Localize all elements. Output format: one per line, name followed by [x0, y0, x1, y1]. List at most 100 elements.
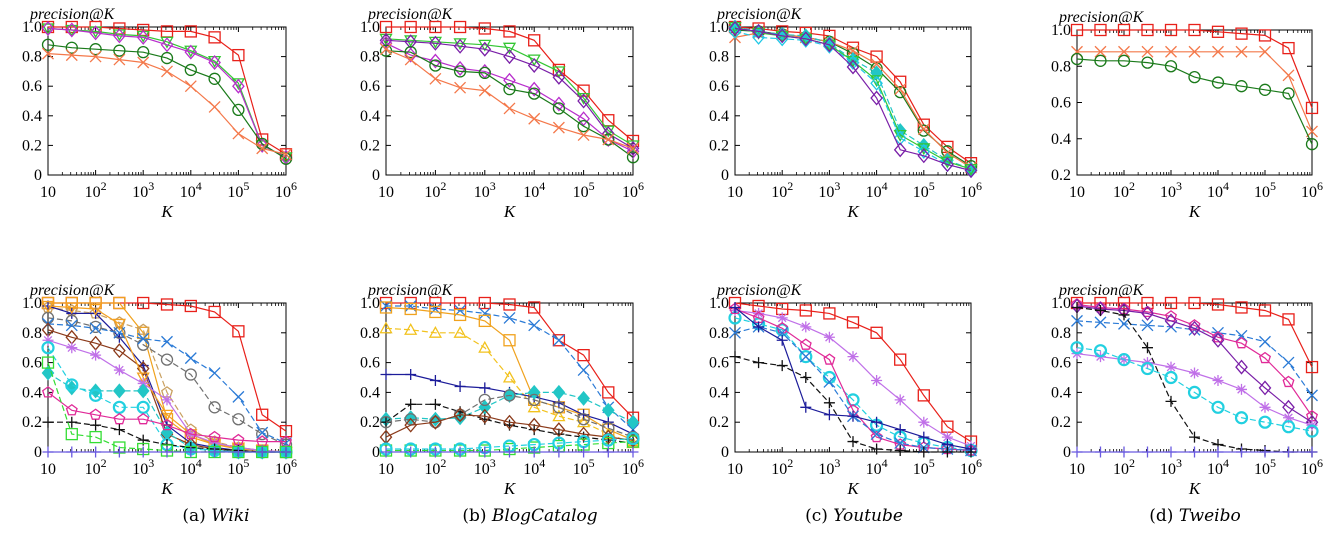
data-point [478, 84, 491, 97]
data-point [527, 400, 541, 413]
data-point [552, 69, 566, 85]
series-line [1076, 303, 1313, 417]
y-tick-label: 0 [1063, 444, 1071, 461]
series-line [1076, 353, 1313, 426]
data-point [552, 63, 566, 77]
x-axis-label: K [1188, 202, 1202, 221]
caption-b: (b) BlogCatalog [430, 506, 630, 526]
data-point [626, 431, 640, 446]
data-point [405, 369, 417, 381]
data-point [1141, 56, 1154, 69]
data-point [503, 102, 516, 115]
data-point [870, 90, 883, 106]
data-point [577, 413, 590, 426]
data-point [41, 356, 55, 369]
data-point [871, 443, 883, 455]
data-point [870, 430, 883, 443]
data-point [626, 151, 640, 164]
data-point [113, 412, 126, 425]
data-point [66, 446, 78, 458]
data-point [527, 54, 541, 67]
data-point [918, 446, 930, 458]
y-tick-label: 1.0 [360, 19, 380, 36]
data-point [478, 408, 492, 424]
data-point [429, 398, 441, 410]
data-point [823, 307, 836, 320]
x-tick-label: 102 [771, 179, 793, 201]
data-point [256, 426, 269, 439]
data-point [1071, 446, 1083, 458]
series-purple_diamond [728, 20, 978, 179]
data-point [870, 428, 883, 441]
data-point [65, 314, 78, 328]
data-point [1117, 353, 1131, 367]
data-point [453, 308, 467, 322]
series-line [734, 27, 972, 172]
y-tick-label: 0 [372, 444, 380, 461]
chart-bot-a: precision@K 0 0.2 0.4 0.6 0.8 1.0 10 102 103 104 10… [22, 282, 297, 498]
data-point [552, 401, 566, 414]
data-point [113, 364, 125, 376]
data-point [429, 35, 442, 51]
data-point [1093, 344, 1108, 358]
series-red_square [41, 296, 293, 438]
data-point [1188, 45, 1201, 58]
series-pink_pentagon [1071, 298, 1318, 422]
data-point [1188, 320, 1201, 336]
data-point [1118, 45, 1130, 58]
data-point [380, 446, 392, 458]
data-point [503, 49, 516, 65]
y-tick-label: 1.0 [360, 295, 380, 312]
x-axis-label: K [503, 202, 517, 221]
caption-c-name: Youtube [833, 506, 903, 526]
y-tick-label: 1.0 [1051, 295, 1071, 312]
x-tick-label: 106 [960, 456, 982, 478]
data-point [1235, 329, 1248, 342]
data-point [90, 349, 102, 361]
series-blue_x_dashed [729, 320, 977, 457]
chart-bot-b: precision@K 0 0.2 0.4 0.6 0.8 1.0 10 102 103 104 10… [360, 282, 644, 498]
data-point [1283, 412, 1294, 424]
data-point [160, 37, 174, 53]
data-point [893, 130, 907, 146]
data-point [799, 338, 812, 350]
y-tick-label: 0.4 [1051, 384, 1071, 401]
y-axis-label: precision@K [367, 6, 454, 23]
data-point [160, 353, 174, 366]
data-point [893, 142, 907, 158]
data-point [846, 55, 860, 71]
data-point [184, 352, 197, 365]
data-point [279, 152, 293, 165]
x-tick-label: 10 [727, 184, 743, 201]
y-tick-label: 0.2 [360, 414, 380, 431]
data-point [185, 446, 197, 458]
data-point [113, 343, 126, 359]
data-point [160, 298, 174, 311]
data-point [65, 22, 79, 38]
y-tick-label: 0.6 [22, 78, 42, 95]
data-point [478, 41, 492, 57]
data-point [627, 142, 639, 155]
data-point [552, 334, 565, 347]
data-point [1258, 83, 1272, 96]
x-tick-label: 105 [227, 456, 249, 478]
data-point [89, 408, 102, 420]
data-point [1188, 296, 1201, 310]
data-point [776, 312, 788, 324]
series-line [1076, 347, 1313, 432]
x-axis-label: K [846, 202, 860, 221]
data-point [208, 72, 221, 85]
series-line [47, 44, 287, 160]
data-point [964, 163, 978, 179]
x-tick-label: 103 [132, 179, 154, 201]
y-tick-label: 0.6 [22, 355, 42, 372]
data-point [256, 142, 269, 155]
chart-top-a: precision@K 0 0.2 0.4 0.6 0.8 1.0 10 102 103 104 10… [22, 6, 297, 221]
plot-frame [734, 302, 972, 453]
data-point [232, 127, 245, 140]
data-point [823, 376, 836, 388]
data-point [65, 403, 78, 416]
data-point [917, 143, 931, 159]
y-tick-label: 0.6 [360, 78, 380, 95]
data-point [917, 123, 930, 136]
